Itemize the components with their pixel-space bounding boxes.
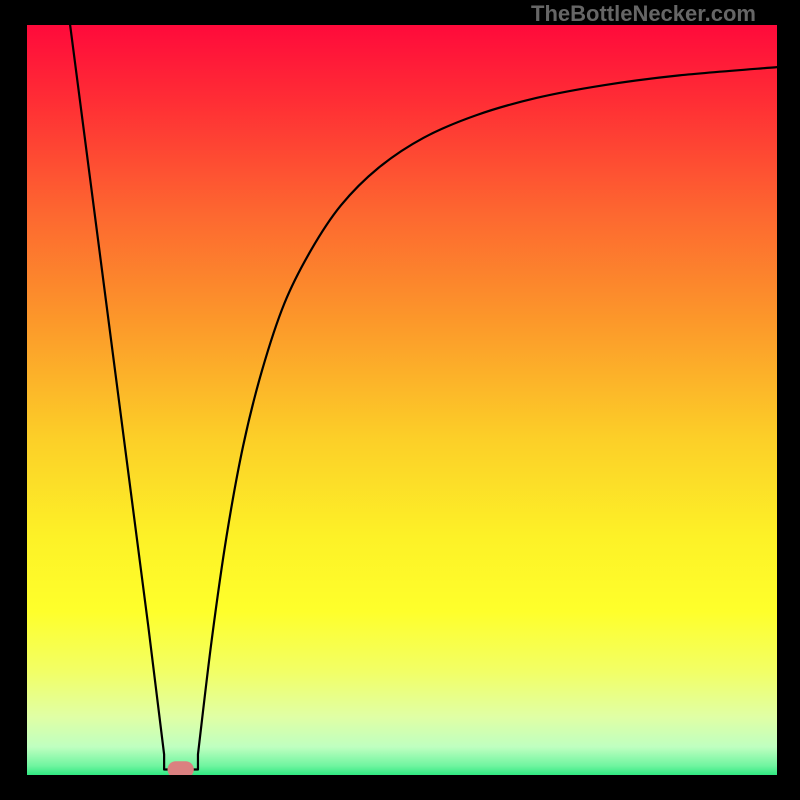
plot-svg [25,25,777,777]
chart-container: TheBottleNecker.com [0,0,800,800]
gradient-background [25,25,777,777]
plot-area [25,25,777,777]
optimal-point-marker [168,761,194,777]
watermark-text: TheBottleNecker.com [531,1,756,27]
